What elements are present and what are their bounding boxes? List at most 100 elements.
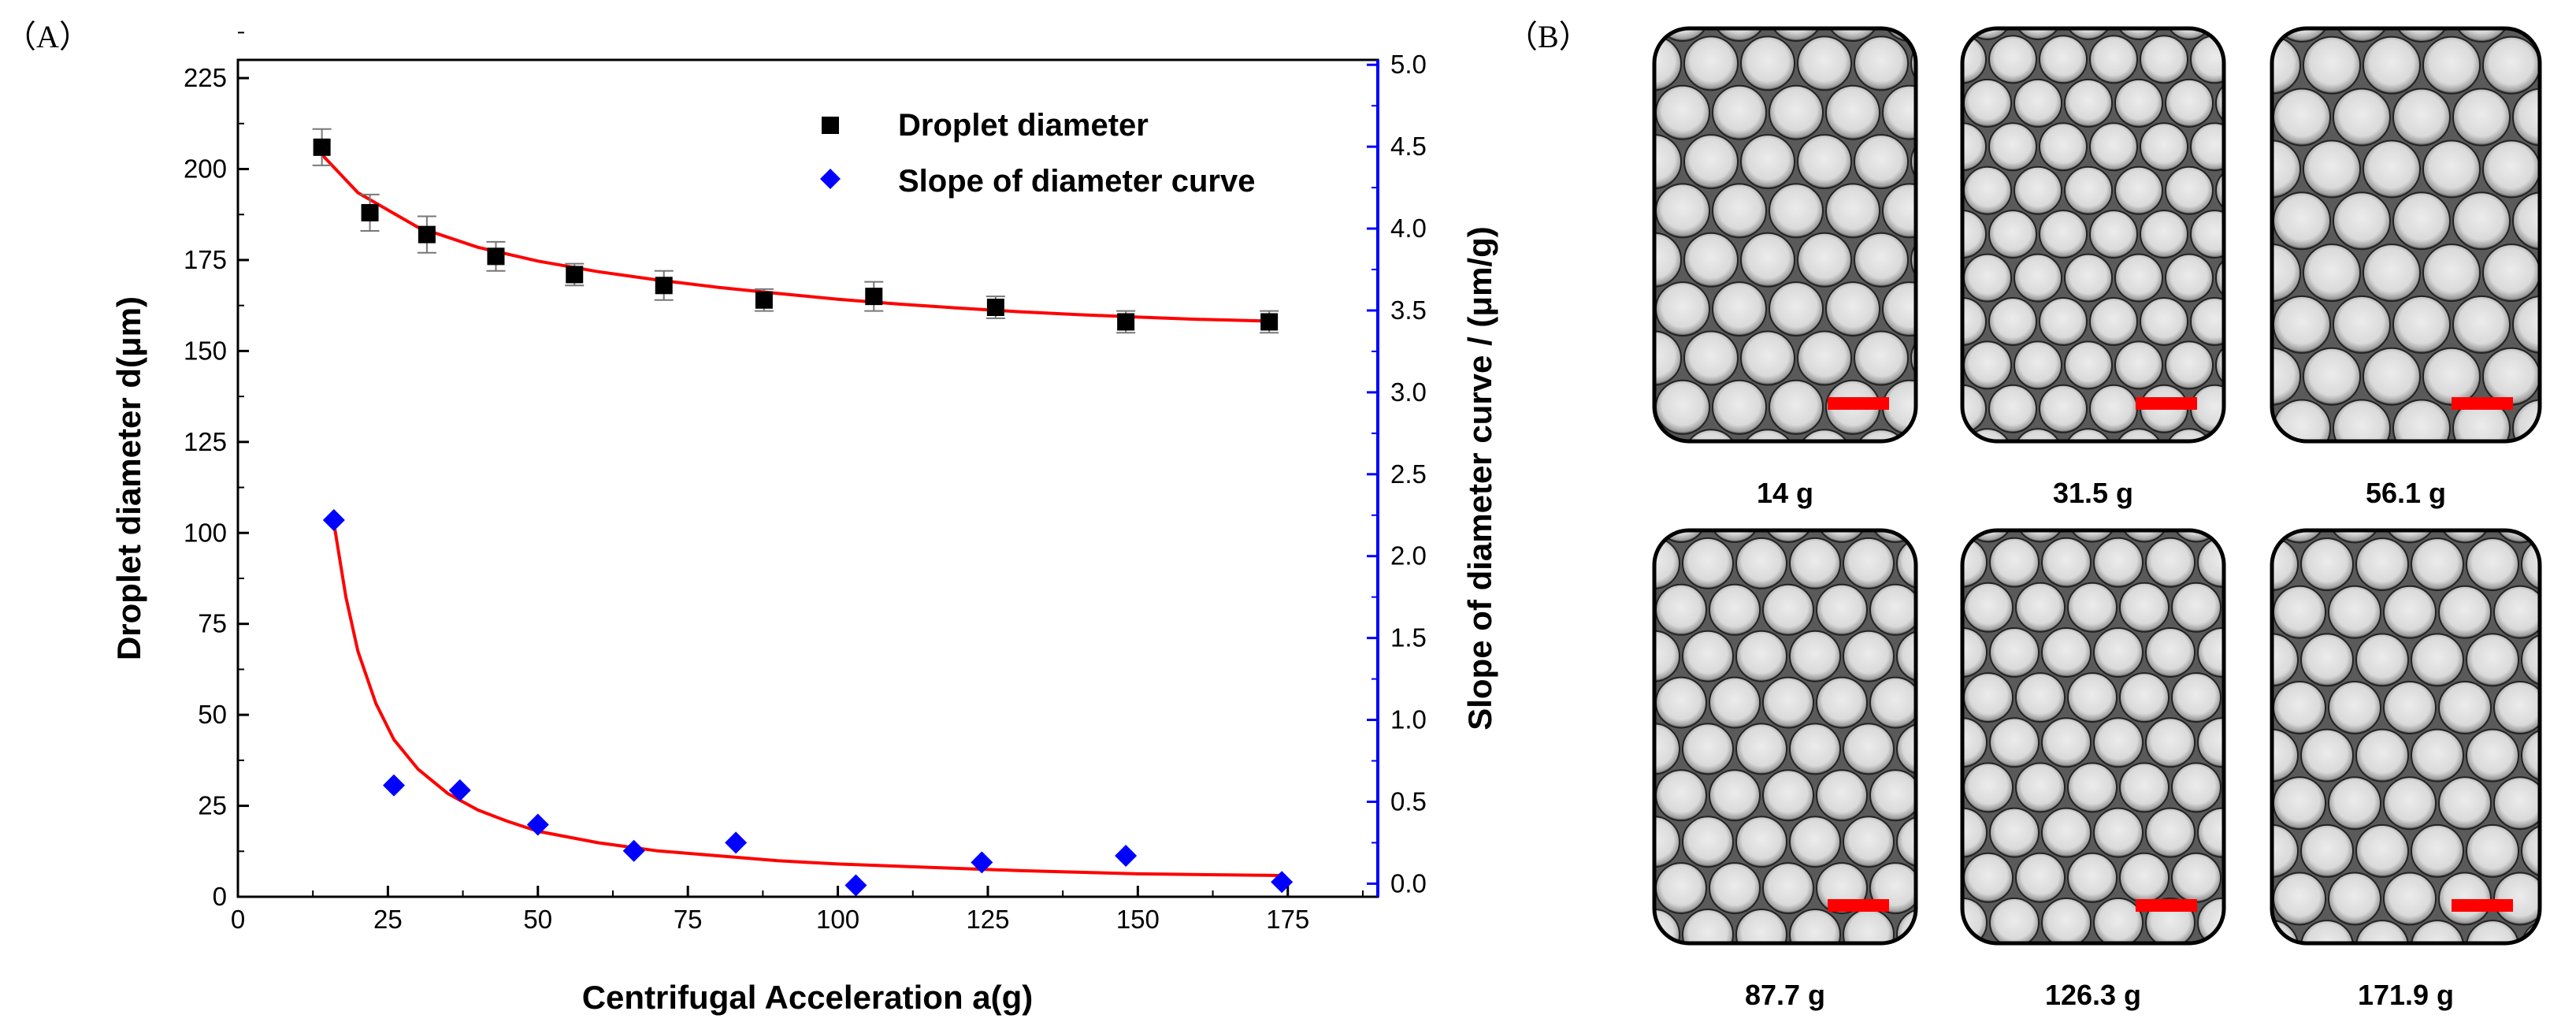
droplet <box>2064 340 2113 390</box>
scale-bar <box>1828 899 1889 912</box>
x-tick-label: 50 <box>523 905 552 934</box>
droplet <box>2383 530 2437 544</box>
droplet <box>2015 530 2066 543</box>
droplet <box>2392 28 2451 43</box>
droplet <box>1896 537 1916 589</box>
droplet <box>2328 776 2381 831</box>
droplet <box>2482 243 2540 303</box>
droplet <box>2014 428 2062 441</box>
droplet <box>2190 35 2224 84</box>
droplet <box>2223 530 2224 543</box>
droplet <box>1910 429 1916 441</box>
droplet <box>2093 897 2144 943</box>
droplet <box>1910 35 1916 91</box>
droplet <box>2119 672 2170 723</box>
plot-area <box>236 58 1379 898</box>
droplet <box>1962 627 1988 678</box>
droplet <box>1869 769 1916 822</box>
slope-point <box>844 874 867 897</box>
slope-point <box>1115 845 1138 868</box>
droplet <box>2215 253 2224 303</box>
droplet <box>2039 122 2088 172</box>
droplet <box>1655 28 1710 42</box>
micrograph-caption: 56.1 g <box>2366 477 2446 509</box>
droplet <box>1962 807 1988 858</box>
droplet <box>1882 281 1916 337</box>
droplet <box>1912 943 1961 992</box>
droplet <box>1962 537 1988 588</box>
droplet <box>1962 717 1988 768</box>
droplet <box>1655 769 1707 822</box>
droplet <box>1988 384 2037 433</box>
droplet <box>1843 723 1895 775</box>
droplet <box>1599 0 1653 41</box>
droplet <box>2272 920 2299 943</box>
droplet <box>2438 872 2492 926</box>
left-y-tick-label: 75 <box>198 609 227 638</box>
panel-frame <box>1652 528 1918 946</box>
droplet <box>2171 762 2222 813</box>
droplet <box>2041 807 2092 858</box>
right-y-tick-label: 4.5 <box>1390 132 1427 161</box>
right-y-axis: 0.0 0.5 1.0 1.5 2.0 2.5 3.0 3.5 4.0 4.5 5.0 <box>1367 50 1427 898</box>
droplet <box>2114 253 2163 303</box>
right-y-axis-title: Slope of diameter curve / (μm/g) <box>1461 226 1498 730</box>
left-y-tick-label: 225 <box>184 63 227 92</box>
right-y-tick-label: 5.0 <box>1390 50 1427 79</box>
micrograph-caption: 126.3 g <box>2045 979 2141 1011</box>
droplet <box>2383 681 2437 734</box>
left-y-tick-label: 175 <box>184 245 227 274</box>
slope-point <box>622 839 645 862</box>
droplet <box>1797 330 1852 386</box>
droplet <box>2140 210 2188 259</box>
droplet <box>1654 134 1682 190</box>
droplet <box>2328 681 2381 734</box>
droplet <box>2411 920 2464 943</box>
fit-curve <box>321 153 1270 323</box>
droplet <box>2014 165 2062 215</box>
droplet <box>2493 585 2540 639</box>
droplet <box>2303 35 2361 95</box>
droplet <box>2015 582 2066 633</box>
droplet <box>1869 583 1916 636</box>
droplet <box>2119 762 2170 813</box>
droplet-field <box>1912 530 2224 992</box>
slope-point <box>725 831 748 854</box>
droplet <box>1913 341 1961 388</box>
droplet <box>2041 537 2092 588</box>
panel-frame <box>1960 528 2226 946</box>
left-y-axis-title: Droplet diameter d(μm) <box>110 296 147 660</box>
droplet <box>2300 823 2354 878</box>
droplet <box>2039 210 2088 259</box>
droplet <box>2218 586 2270 638</box>
droplet <box>1963 428 2012 441</box>
droplet <box>2140 35 2188 84</box>
droplet <box>1825 281 1880 337</box>
droplet <box>1655 84 1710 140</box>
droplet <box>1789 909 1841 943</box>
droplet <box>1963 28 2012 40</box>
droplet <box>2119 852 2170 903</box>
droplet <box>1912 853 1961 902</box>
droplet <box>1989 897 2040 943</box>
droplet <box>2041 717 2092 768</box>
droplet <box>2333 87 2391 147</box>
droplet <box>2333 28 2391 43</box>
droplet <box>2363 139 2421 199</box>
droplet <box>1869 676 1916 729</box>
droplet <box>2333 399 2391 441</box>
droplet <box>1816 769 1868 822</box>
droplet <box>2273 530 2326 544</box>
droplet <box>1962 297 1987 346</box>
droplet <box>2466 537 2519 592</box>
scale-bar <box>1828 397 1889 410</box>
micrograph-panel: 171.9 g <box>2218 528 2542 1011</box>
droplet <box>1599 86 1653 139</box>
droplet <box>1896 816 1916 868</box>
panel-frame <box>2270 26 2542 444</box>
droplet <box>1769 281 1824 337</box>
droplet <box>2273 191 2331 251</box>
droplet-field <box>2218 530 2540 943</box>
droplet <box>2482 347 2540 406</box>
droplet <box>1709 862 1761 915</box>
